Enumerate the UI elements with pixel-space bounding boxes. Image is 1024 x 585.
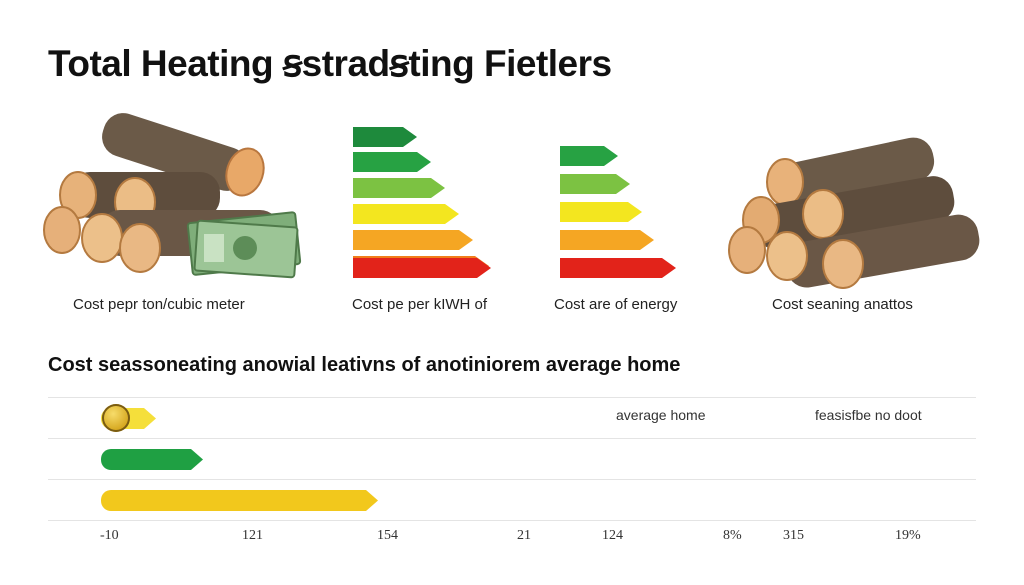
firewood-cash-image <box>40 110 310 300</box>
energy-arrow-b <box>560 174 630 194</box>
row-annotation-2: feasisfbe no doot <box>815 407 922 423</box>
x-tick-label: 19% <box>895 528 921 543</box>
grid-line <box>48 438 976 439</box>
panel-label-3: Cost are of energy <box>554 296 678 313</box>
energy-arrow-d <box>560 230 654 250</box>
energy-arrow-e <box>353 230 473 250</box>
energy-arrow-a <box>353 127 417 147</box>
energy-arrow-a <box>560 146 618 166</box>
energy-arrow-d <box>353 204 459 224</box>
chart-title: Cost seassoneating anowial leativns of a… <box>48 354 681 376</box>
energy-arrow-e <box>560 258 676 278</box>
x-tick-label: 315 <box>783 528 804 543</box>
energy-arrow-g <box>353 258 491 278</box>
page-title: Total Heating ꞩstradꞩting Fietlers <box>48 43 612 84</box>
x-tick-label: 121 <box>242 528 263 543</box>
x-tick-label: 8% <box>723 528 742 543</box>
bar-row-3 <box>101 490 378 511</box>
x-tick-label: 124 <box>602 528 623 543</box>
energy-arrow-b <box>353 152 431 172</box>
grid-line <box>48 397 976 398</box>
coin-icon <box>102 404 130 432</box>
x-tick-label: 21 <box>517 528 531 543</box>
panel-label-4: Cost seaning anattos <box>772 296 913 313</box>
panel-label-1: Cost pepr ton/cubic meter <box>73 296 245 313</box>
x-tick-label: -10 <box>100 528 119 543</box>
panel-label-2: Cost pe per kIWH of <box>352 296 488 313</box>
row-annotation-1: average home <box>616 407 706 423</box>
grid-line <box>48 479 976 480</box>
grid-line <box>48 520 976 521</box>
firewood-stack-image <box>725 110 990 300</box>
energy-arrow-c <box>560 202 642 222</box>
energy-scale-7-image <box>350 110 510 300</box>
bar-row-2 <box>101 449 203 470</box>
energy-arrow-c <box>353 178 445 198</box>
energy-scale-6-image <box>558 110 688 300</box>
x-tick-label: 154 <box>377 528 398 543</box>
